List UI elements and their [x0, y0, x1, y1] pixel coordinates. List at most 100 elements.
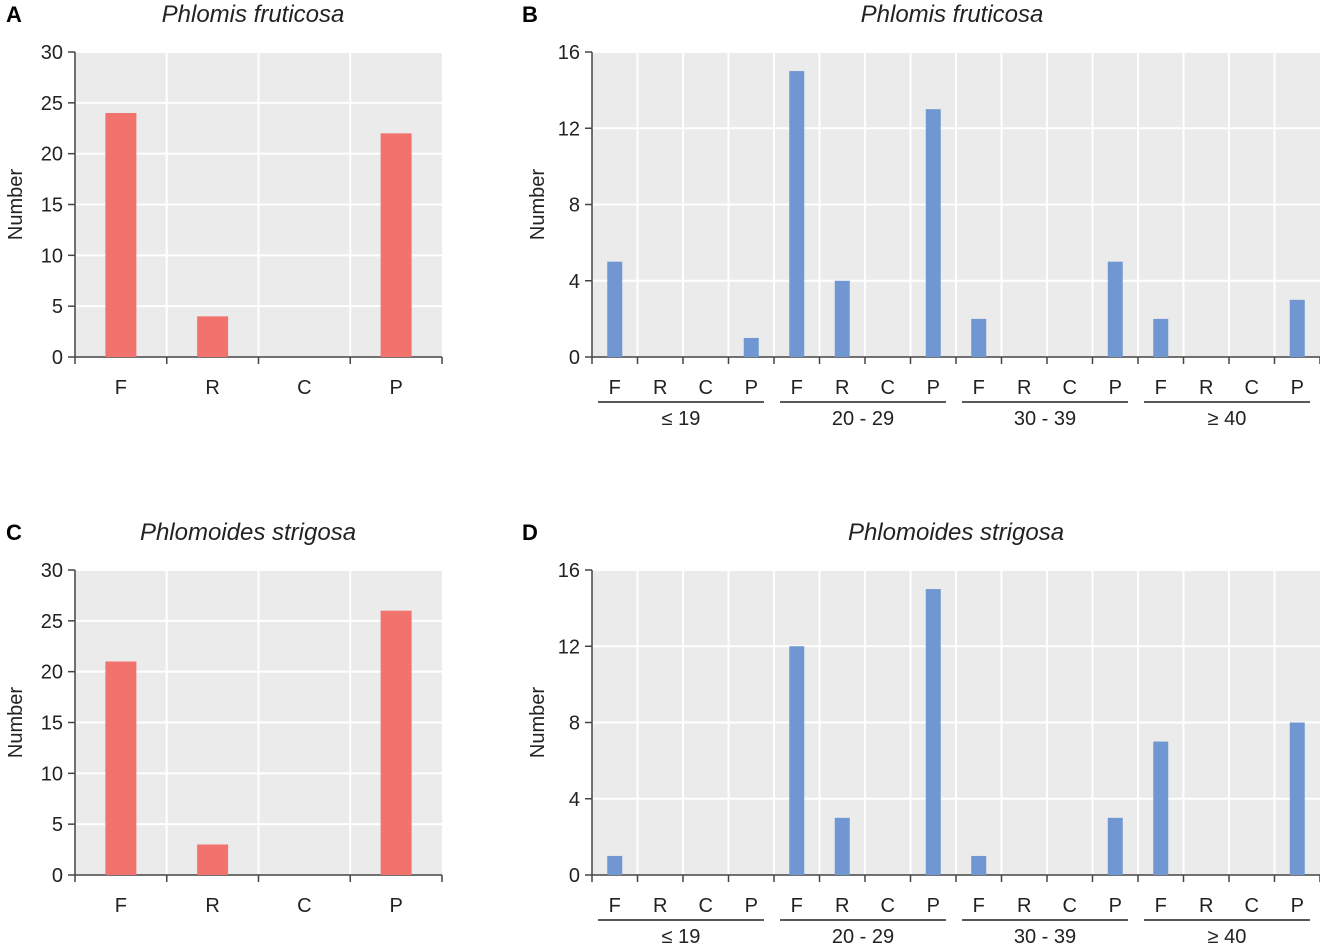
x-tick-label: C [881, 377, 895, 399]
group-label: ≤ 19 [662, 408, 701, 430]
x-tick-label: R [653, 895, 667, 917]
x-tick-label: F [1155, 895, 1167, 917]
bar-p [380, 133, 412, 357]
x-tick-label: C [1245, 895, 1259, 917]
bar-p [1289, 299, 1305, 357]
y-tick-label: 12 [558, 118, 580, 140]
y-tick-label: 20 [41, 144, 63, 166]
x-tick-label: P [745, 895, 758, 917]
y-tick-label: 8 [569, 195, 580, 217]
y-tick-label: 12 [558, 636, 580, 658]
group-label: ≤ 19 [662, 926, 701, 945]
x-tick-label: C [1063, 895, 1077, 917]
y-tick-label: 30 [41, 42, 63, 64]
panel-letter: D [522, 520, 538, 545]
x-tick-label: F [609, 377, 621, 399]
x-tick-label: F [791, 895, 803, 917]
x-tick-label: F [973, 895, 985, 917]
y-tick-label: 8 [569, 713, 580, 735]
y-tick-label: 10 [41, 763, 63, 785]
x-tick-label: P [927, 895, 940, 917]
y-tick-label: 15 [41, 713, 63, 735]
x-tick-label: P [389, 377, 402, 399]
y-tick-label: 15 [41, 195, 63, 217]
panel-letter: B [522, 2, 538, 27]
bar-r [834, 280, 850, 357]
bar-f [1153, 741, 1169, 875]
x-tick-label: R [1199, 377, 1213, 399]
bar-p [1107, 817, 1123, 875]
bar-f [105, 661, 137, 875]
group-label: ≥ 40 [1208, 408, 1247, 430]
y-tick-label: 30 [41, 560, 63, 582]
x-tick-label: R [835, 895, 849, 917]
bar-f [789, 71, 805, 357]
y-axis-label: Number [527, 169, 549, 240]
chart-title: Phlomis fruticosa [861, 1, 1044, 28]
bar-r [197, 844, 229, 875]
x-tick-label: P [389, 895, 402, 917]
bar-p [925, 109, 941, 357]
bar-f [105, 113, 137, 357]
x-tick-label: P [1291, 377, 1304, 399]
bar-p [380, 610, 412, 875]
x-tick-label: R [835, 377, 849, 399]
bar-f [971, 855, 987, 875]
y-tick-label: 25 [41, 611, 63, 633]
group-label: 20 - 29 [832, 926, 894, 945]
x-tick-label: P [927, 377, 940, 399]
x-tick-label: F [973, 377, 985, 399]
group-label: 30 - 39 [1014, 926, 1076, 945]
x-tick-label: F [1155, 377, 1167, 399]
group-label: ≥ 40 [1208, 926, 1247, 945]
panel-letter: A [6, 2, 22, 27]
x-tick-label: P [1109, 377, 1122, 399]
x-tick-label: F [609, 895, 621, 917]
y-tick-label: 0 [52, 865, 63, 887]
y-tick-label: 4 [569, 271, 580, 293]
bar-p [743, 337, 759, 357]
x-tick-label: R [653, 377, 667, 399]
x-tick-label: P [1291, 895, 1304, 917]
y-tick-label: 16 [558, 42, 580, 64]
y-tick-label: 16 [558, 560, 580, 582]
bar-f [607, 261, 623, 357]
y-axis-label: Number [527, 687, 549, 758]
y-tick-label: 5 [52, 296, 63, 318]
bar-f [971, 318, 987, 357]
y-tick-label: 0 [52, 347, 63, 369]
x-tick-label: C [1245, 377, 1259, 399]
x-tick-label: R [1199, 895, 1213, 917]
bar-r [834, 817, 850, 875]
x-tick-label: C [881, 895, 895, 917]
panel-letter: C [6, 520, 22, 545]
x-tick-label: C [1063, 377, 1077, 399]
x-tick-label: C [699, 895, 713, 917]
x-tick-label: C [699, 377, 713, 399]
x-tick-label: F [115, 377, 127, 399]
chart-title: Phlomoides strigosa [848, 519, 1064, 546]
x-tick-label: F [791, 377, 803, 399]
bar-f [1153, 318, 1169, 357]
y-tick-label: 4 [569, 789, 580, 811]
bar-p [1289, 722, 1305, 875]
y-tick-label: 0 [569, 347, 580, 369]
x-tick-label: R [1017, 377, 1031, 399]
x-tick-label: C [297, 377, 311, 399]
chart-title: Phlomis fruticosa [162, 1, 345, 28]
x-tick-label: C [297, 895, 311, 917]
bar-r [197, 316, 229, 357]
x-tick-label: F [115, 895, 127, 917]
x-tick-label: P [1109, 895, 1122, 917]
bar-p [1107, 261, 1123, 357]
x-tick-label: R [1017, 895, 1031, 917]
x-tick-label: P [745, 377, 758, 399]
group-label: 20 - 29 [832, 408, 894, 430]
x-tick-label: R [205, 377, 219, 399]
bar-f [789, 646, 805, 875]
y-tick-label: 5 [52, 814, 63, 836]
y-axis-label: Number [5, 687, 27, 758]
group-label: 30 - 39 [1014, 408, 1076, 430]
y-tick-label: 25 [41, 93, 63, 115]
